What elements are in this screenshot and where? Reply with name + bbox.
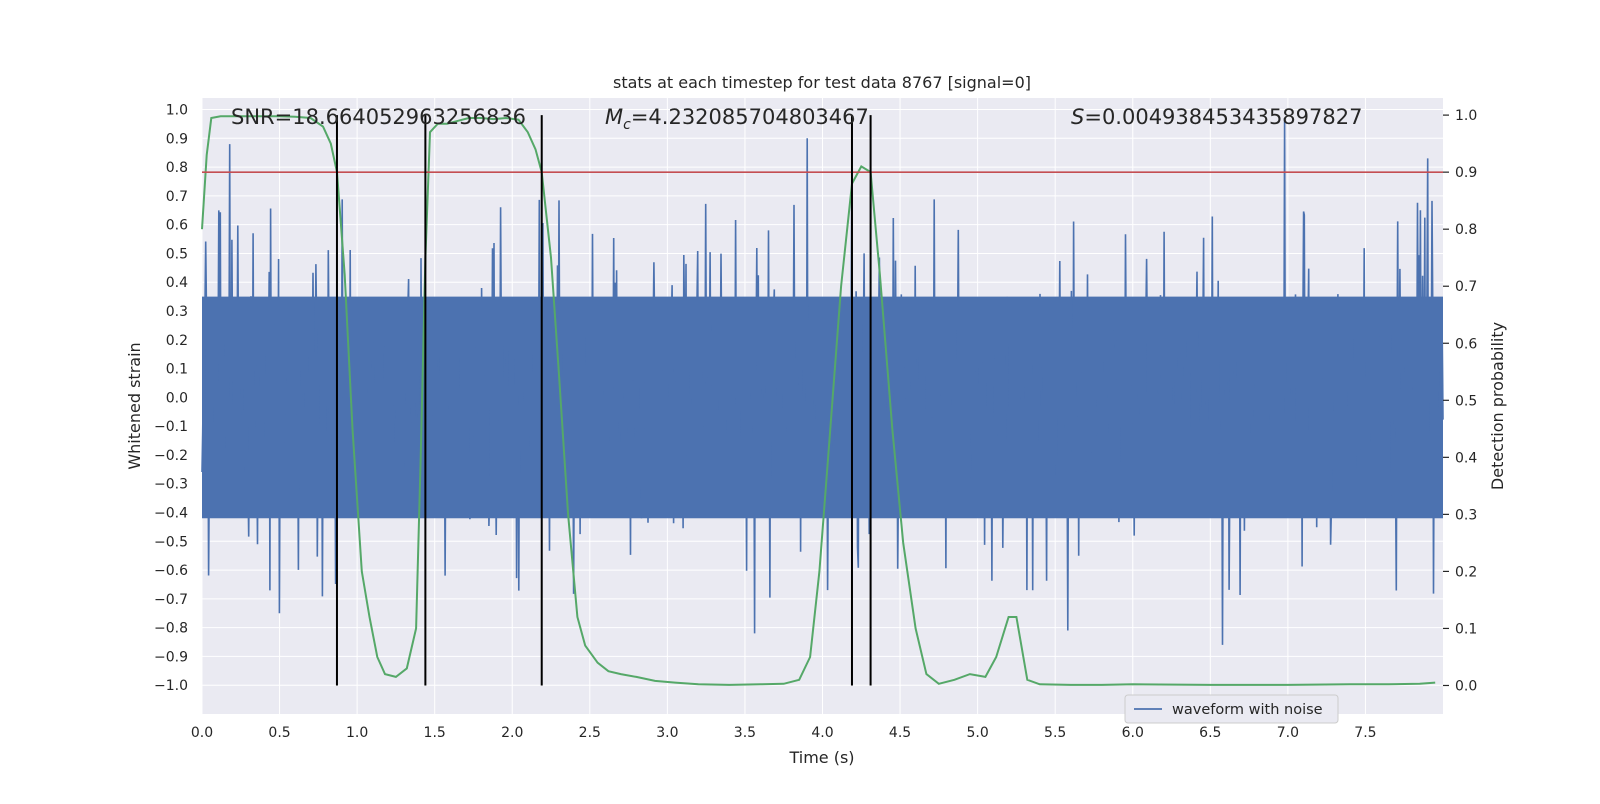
y-left-tick-label: 0.3 [166, 304, 188, 320]
probability-line [201, 115, 1436, 686]
y-left-tick-label: −0.6 [154, 563, 188, 579]
y-right-axis-ticks: 1.0 0.9 0.8 0.7 0.6 0.5 0.4 0.3 0.2 0.1 0.0 [1443, 108, 1477, 694]
y-left-tick-label: −0.9 [154, 649, 188, 665]
y-left-axis-label: Whitened strain [125, 342, 144, 469]
x-tick-label: 5.5 [1044, 725, 1066, 741]
y-right-tick-label: 0.7 [1455, 279, 1477, 295]
y-left-tick-label: 0.1 [166, 362, 188, 378]
waveform-line [201, 118, 1444, 645]
y-right-tick-label: 0.4 [1455, 450, 1477, 466]
x-tick-label: 5.0 [966, 725, 988, 741]
x-tick-label: 2.5 [579, 725, 601, 741]
s-value: =0.004938453435897827 [1084, 105, 1362, 129]
y-left-axis-ticks: 1.0 0.9 0.8 0.7 0.6 0.5 0.4 0.3 0.2 0.1 0.0 −0.1 −0.… [154, 103, 188, 695]
y-right-tick-label: 0.6 [1455, 336, 1477, 352]
y-right-tick-label: 0.8 [1455, 222, 1477, 238]
y-left-tick-label: 0.9 [166, 131, 188, 147]
y-left-tick-label: 0.0 [166, 390, 188, 406]
waveform-series [201, 118, 1444, 645]
vertical-markers [335, 115, 872, 686]
y-left-tick-label: −0.3 [154, 477, 188, 493]
mc-symbol: M [605, 105, 623, 129]
mc-subscript: c [623, 117, 631, 133]
y-left-tick-label: 0.6 [166, 218, 188, 234]
y-left-tick-label: −1.0 [154, 678, 188, 694]
x-tick-label: 6.5 [1199, 725, 1221, 741]
y-right-axis-label: Detection probability [1488, 322, 1507, 490]
y-left-tick-label: −0.8 [154, 621, 188, 637]
y-left-tick-label: 0.4 [166, 275, 188, 291]
y-left-tick-label: 0.2 [166, 333, 188, 349]
y-right-tick-label: 0.9 [1455, 165, 1477, 181]
snr-annotation: SNR=18.664052963256836 [231, 105, 526, 129]
y-left-tick-label: 0.5 [166, 246, 188, 262]
s-symbol: S [1071, 105, 1084, 129]
legend-box [1124, 694, 1339, 724]
legend-label: waveform with noise [1172, 702, 1323, 718]
x-tick-label: 4.5 [889, 725, 911, 741]
mc-value: =4.232085704803467 [631, 105, 869, 129]
y-right-tick-label: 1.0 [1455, 108, 1477, 124]
x-tick-label: 7.0 [1277, 725, 1299, 741]
x-axis-label: Time (s) [788, 748, 854, 767]
chart-title: stats at each timestep for test data 876… [613, 73, 1031, 92]
y-left-tick-label: 0.8 [166, 160, 188, 176]
y-left-tick-label: 1.0 [166, 103, 188, 119]
x-tick-label: 1.0 [346, 725, 368, 741]
x-tick-label: 0.0 [191, 725, 213, 741]
x-tick-label: 1.5 [424, 725, 446, 741]
y-left-tick-label: −0.4 [154, 506, 188, 522]
mc-annotation: Mc=4.232085704803467 [605, 105, 869, 133]
s-annotation: S=0.004938453435897827 [1071, 105, 1362, 129]
y-right-tick-label: 0.1 [1455, 621, 1477, 637]
probability-series [201, 115, 1436, 686]
y-left-tick-label: −0.5 [154, 534, 188, 550]
y-right-tick-label: 0.0 [1455, 678, 1477, 694]
legend: waveform with noise [1124, 694, 1339, 724]
x-axis-ticks: 0.0 0.5 1.0 1.5 2.0 2.5 3.0 3.5 4.0 4.5 5.0 5.5 6.0 6… [191, 725, 1377, 741]
x-tick-label: 3.0 [656, 725, 678, 741]
x-tick-label: 7.5 [1354, 725, 1376, 741]
y-left-tick-label: −0.1 [154, 419, 188, 435]
y-right-tick-label: 0.5 [1455, 393, 1477, 409]
y-left-tick-label: −0.7 [154, 592, 188, 608]
x-tick-label: 3.5 [734, 725, 756, 741]
x-tick-label: 4.0 [811, 725, 833, 741]
x-tick-label: 2.0 [501, 725, 523, 741]
y-right-tick-label: 0.3 [1455, 507, 1477, 523]
x-tick-label: 6.0 [1122, 725, 1144, 741]
y-left-tick-label: −0.2 [154, 448, 188, 464]
y-right-tick-label: 0.2 [1455, 564, 1477, 580]
x-tick-label: 0.5 [268, 725, 290, 741]
y-left-tick-label: 0.7 [166, 189, 188, 205]
